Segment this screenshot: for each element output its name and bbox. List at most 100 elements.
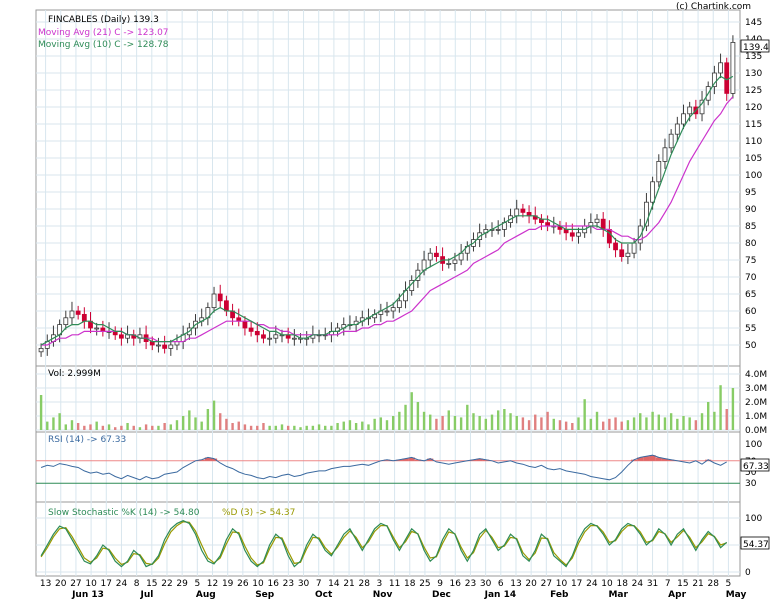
stoch-last-value: 54.37 — [743, 540, 769, 550]
volume-legend: Vol: 2.999M — [48, 369, 101, 379]
volume-bar — [206, 409, 210, 430]
x-tick-label: 10 — [85, 579, 97, 589]
x-tick-label: 29 — [176, 579, 188, 589]
x-tick-label: 28 — [708, 579, 720, 589]
x-tick-label: 20 — [525, 579, 537, 589]
stochastic-lines — [40, 520, 728, 568]
volume-bar — [645, 417, 648, 430]
volume-bar — [601, 421, 605, 430]
volume-bar — [657, 414, 660, 430]
volume-bar — [268, 425, 271, 430]
volume-tick-label: 0.0M — [745, 426, 767, 436]
x-tick-label: 13 — [510, 579, 521, 589]
rsi-overbought-fill — [414, 459, 421, 461]
candle-body — [718, 62, 723, 74]
price-legend-1: Moving Avg (21) C -> 123.07 — [38, 28, 169, 38]
candle-body — [69, 310, 75, 319]
volume-bar — [95, 421, 98, 430]
price-tick-label: 50 — [745, 341, 757, 351]
candle-body — [594, 218, 600, 223]
volume-bar — [521, 417, 525, 430]
price-tick-label: 105 — [745, 154, 762, 164]
volume-bar — [509, 413, 512, 430]
candle-body — [631, 242, 637, 254]
candle-body — [668, 133, 674, 149]
x-month-label: Sep — [255, 590, 275, 600]
x-tick-label: 26 — [237, 579, 249, 589]
x-tick-label: 24 — [116, 579, 128, 589]
candle-body — [625, 252, 631, 257]
volume-bar — [632, 417, 636, 430]
volume-bar — [317, 424, 321, 430]
volume-bar — [286, 425, 290, 430]
x-tick-label: 30 — [480, 579, 492, 589]
x-tick-label: 18 — [404, 579, 416, 589]
x-month-label: Apr — [668, 590, 686, 600]
x-month-label: Feb — [550, 590, 569, 600]
volume-bar — [577, 417, 580, 430]
volume-bar — [620, 421, 623, 430]
x-month-label: Oct — [315, 590, 333, 600]
volume-bar — [707, 402, 710, 430]
candle-body — [254, 330, 260, 336]
x-month-label: Jan 14 — [484, 590, 517, 600]
x-tick-label: 8 — [134, 579, 140, 589]
rsi-legend: RSI (14) -> 67.33 — [48, 435, 126, 445]
x-month-label: Mar — [608, 590, 628, 600]
candle-body — [168, 344, 174, 349]
price-panel-frame — [35, 9, 741, 367]
candle-body — [38, 347, 44, 353]
x-tick-label: 7 — [316, 579, 322, 589]
volume-bar — [435, 418, 438, 430]
volume-bar — [330, 425, 333, 430]
x-month-label: Aug — [196, 590, 216, 600]
volume-bar — [534, 414, 537, 430]
candle-body — [656, 160, 662, 183]
volume-bar — [527, 420, 531, 430]
x-tick-label: 27 — [70, 579, 81, 589]
volume-bar — [472, 413, 475, 430]
volume-bar — [429, 414, 432, 430]
volume-bar — [490, 414, 494, 430]
candle-body — [613, 242, 618, 251]
x-tick-label: 17 — [571, 579, 582, 589]
volume-bar — [669, 413, 673, 430]
ma10-line — [40, 75, 734, 346]
price-tick-label: 145 — [745, 18, 762, 28]
candle-body — [452, 259, 458, 264]
volume-bar — [126, 423, 129, 430]
rsi-overbought-fill — [210, 458, 218, 461]
volume-bar — [256, 425, 259, 430]
stoch-last-badge — [740, 536, 770, 550]
x-tick-label: 10 — [252, 579, 264, 589]
volume-bar — [459, 417, 463, 430]
volume-bar — [379, 417, 383, 430]
price-legend-2: Moving Avg (10) C -> 128.78 — [38, 40, 169, 50]
volume-bars — [39, 385, 735, 430]
volume-bar — [280, 424, 284, 430]
rsi-overbought-fill — [198, 459, 205, 461]
volume-bar — [361, 421, 364, 430]
volume-bar — [237, 421, 240, 430]
candle-body — [674, 123, 680, 135]
candle-body — [63, 317, 69, 325]
volume-bar — [293, 425, 296, 430]
volume-bar — [194, 417, 197, 430]
x-tick-label: 5 — [726, 579, 732, 589]
x-tick-label: 11 — [389, 579, 400, 589]
candle-body — [291, 337, 297, 340]
volume-bar — [484, 418, 488, 430]
rsi-last-value: 67.33 — [743, 462, 769, 472]
stoch-tick-label: 0 — [745, 568, 751, 578]
volume-bar — [262, 423, 265, 430]
volume-bar — [422, 411, 426, 430]
volume-bar — [342, 421, 345, 430]
price-tick-label: 135 — [745, 52, 762, 62]
x-month-label: Jun 13 — [71, 590, 104, 600]
volume-bar — [373, 418, 376, 430]
volume-bar — [336, 423, 339, 430]
volume-bar — [89, 424, 92, 430]
candle-body — [681, 113, 686, 125]
x-tick-label: 30 — [298, 579, 310, 589]
